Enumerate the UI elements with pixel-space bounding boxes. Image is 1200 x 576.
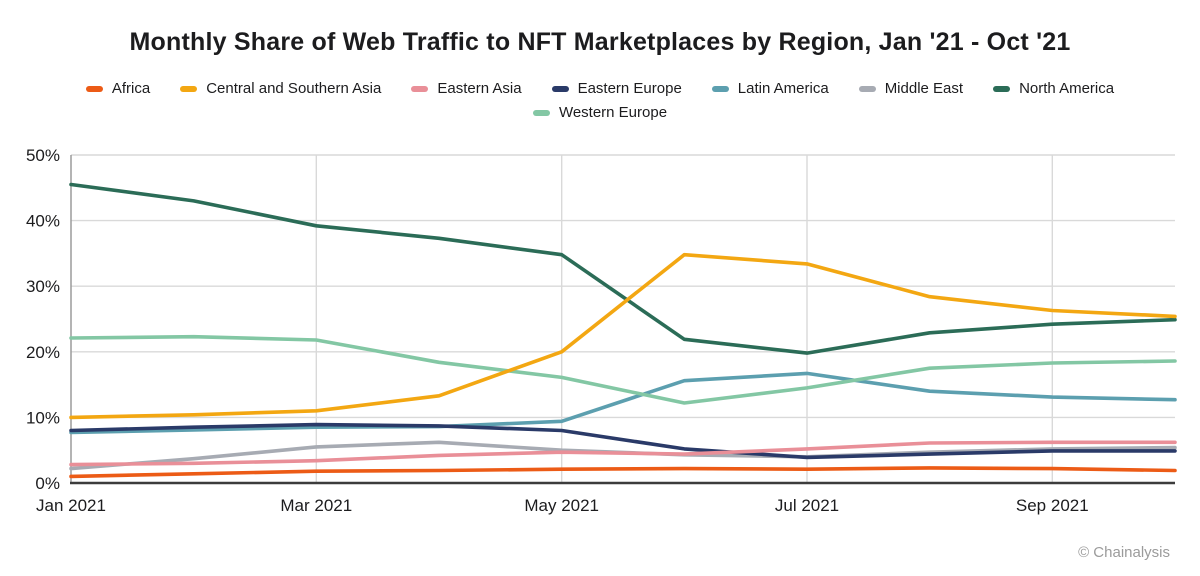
legend-label: Eastern Asia xyxy=(437,80,522,97)
legend-label: Latin America xyxy=(737,80,829,97)
legend: Africa Central and Southern Asia Eastern A… xyxy=(0,80,1200,121)
x-tick-label: Mar 2021 xyxy=(280,496,352,515)
legend-swatch-icon xyxy=(85,85,103,92)
y-tick-label: 30% xyxy=(26,277,60,296)
legend-swatch-icon xyxy=(180,85,198,92)
legend-swatch-icon xyxy=(993,85,1011,92)
chart-title: Monthly Share of Web Traffic to NFT Mark… xyxy=(129,28,1071,56)
y-tick-label: 20% xyxy=(26,343,60,362)
copyright-credit: © Chainalysis xyxy=(1078,544,1170,561)
legend-item-eastern-asia: Eastern Asia xyxy=(411,80,522,97)
series-line-central-and-southern-asia xyxy=(69,252,1177,420)
legend-swatch-icon xyxy=(711,85,729,92)
legend-item-eastern-europe: Eastern Europe xyxy=(551,80,682,97)
y-tick-label: 0% xyxy=(35,474,60,493)
legend-label: Africa xyxy=(111,80,151,97)
legend-swatch-icon xyxy=(551,85,569,92)
x-tick-label: Sep 2021 xyxy=(1016,496,1089,515)
series-line-north-america xyxy=(69,182,1177,355)
legend-item-latin-america: Latin America xyxy=(711,80,829,97)
legend-label: Middle East xyxy=(884,80,964,97)
legend-label: North America xyxy=(1019,80,1115,97)
series-line-middle-east xyxy=(69,440,1177,471)
legend-label: Central and Southern Asia xyxy=(206,80,382,97)
series-line-africa xyxy=(69,466,1177,479)
x-tick-label: May 2021 xyxy=(524,496,599,515)
legend-row-1: Africa Central and Southern Asia Eastern A… xyxy=(0,80,1200,97)
series-line-eastern-europe xyxy=(69,422,1177,460)
legend-item-western-europe: Western Europe xyxy=(532,104,668,121)
series-line-western-europe xyxy=(69,334,1177,405)
x-tick-label: Jul 2021 xyxy=(775,496,839,515)
x-tick-label: Jan 2021 xyxy=(36,496,106,515)
y-tick-label: 10% xyxy=(26,408,60,427)
legend-item-north-america: North America xyxy=(993,80,1114,97)
legend-item-central-and-southern-asia: Central and Southern Asia xyxy=(180,80,381,97)
legend-swatch-icon xyxy=(532,109,550,116)
series-line-eastern-asia xyxy=(69,440,1177,467)
legend-item-africa: Africa xyxy=(85,80,151,97)
legend-swatch-icon xyxy=(858,85,876,92)
series-line-latin-america xyxy=(69,371,1177,435)
y-tick-label: 50% xyxy=(26,146,60,165)
legend-row-2: Western Europe xyxy=(0,104,1200,121)
legend-item-middle-east: Middle East xyxy=(858,80,964,97)
legend-label: Western Europe xyxy=(558,104,668,121)
legend-label: Eastern Europe xyxy=(577,80,682,97)
legend-swatch-icon xyxy=(411,85,429,92)
y-tick-label: 40% xyxy=(26,212,60,231)
